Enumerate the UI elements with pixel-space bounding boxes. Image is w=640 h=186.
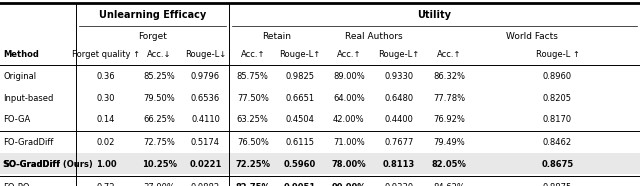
Text: Rouge-L↓: Rouge-L↓ (185, 50, 226, 59)
Text: 79.49%: 79.49% (433, 138, 465, 147)
Text: 37.00%: 37.00% (143, 183, 175, 186)
Text: 0.6480: 0.6480 (384, 94, 413, 103)
Text: Forget quality ↑: Forget quality ↑ (72, 50, 140, 59)
Text: FO-PO: FO-PO (3, 183, 29, 186)
Text: 90.00%: 90.00% (332, 183, 366, 186)
Text: 0.9825: 0.9825 (285, 72, 315, 81)
Text: 79.50%: 79.50% (143, 94, 175, 103)
Text: 77.78%: 77.78% (433, 94, 465, 103)
Text: Acc.↑: Acc.↑ (241, 50, 265, 59)
Text: Rouge-L↑: Rouge-L↑ (280, 50, 321, 59)
Text: 63.25%: 63.25% (237, 115, 269, 124)
Text: Method: Method (3, 50, 39, 59)
Text: 85.25%: 85.25% (143, 72, 175, 81)
Text: 0.14: 0.14 (97, 115, 115, 124)
Text: 66.25%: 66.25% (143, 115, 175, 124)
Text: 82.05%: 82.05% (432, 160, 467, 169)
Text: 0.8960: 0.8960 (543, 72, 572, 81)
Text: 84.62%: 84.62% (433, 183, 465, 186)
Text: Rouge-L↑: Rouge-L↑ (378, 50, 419, 59)
Text: 0.9330: 0.9330 (384, 72, 413, 81)
Text: Retain: Retain (262, 32, 291, 41)
Text: 0.0221: 0.0221 (189, 160, 221, 169)
Text: 0.8675: 0.8675 (541, 160, 573, 169)
Text: FO-GradDiff: FO-GradDiff (3, 138, 54, 147)
Text: 78.00%: 78.00% (332, 160, 366, 169)
Text: 89.00%: 89.00% (333, 72, 365, 81)
Text: Original: Original (3, 72, 36, 81)
Text: Acc.↑: Acc.↑ (337, 50, 361, 59)
Text: 10.25%: 10.25% (141, 160, 177, 169)
Text: Acc.↓: Acc.↓ (147, 50, 172, 59)
Text: 0.02: 0.02 (97, 138, 115, 147)
Text: 0.0882: 0.0882 (191, 183, 220, 186)
Text: 0.6536: 0.6536 (191, 94, 220, 103)
Text: 85.75%: 85.75% (237, 72, 269, 81)
Text: 0.36: 0.36 (97, 72, 115, 81)
FancyBboxPatch shape (0, 153, 640, 174)
Text: Acc.↑: Acc.↑ (437, 50, 461, 59)
Text: 64.00%: 64.00% (333, 94, 365, 103)
Text: Real Authors: Real Authors (345, 32, 403, 41)
Text: 0.30: 0.30 (97, 94, 115, 103)
Text: SO-GradDiff (Ours): SO-GradDiff (Ours) (3, 160, 93, 169)
Text: 0.4400: 0.4400 (384, 115, 413, 124)
Text: Rouge-L ↑: Rouge-L ↑ (536, 50, 579, 59)
Text: 76.50%: 76.50% (237, 138, 269, 147)
Text: SO-GradDiff: SO-GradDiff (3, 160, 60, 169)
Text: 0.9796: 0.9796 (191, 72, 220, 81)
Text: Utility: Utility (417, 10, 452, 20)
Text: 77.50%: 77.50% (237, 94, 269, 103)
Text: Input-based: Input-based (3, 94, 54, 103)
Text: 0.8113: 0.8113 (383, 160, 415, 169)
Text: 0.9051: 0.9051 (284, 183, 316, 186)
Text: 0.9330: 0.9330 (384, 183, 413, 186)
Text: 0.5174: 0.5174 (191, 138, 220, 147)
Text: 0.4504: 0.4504 (285, 115, 315, 124)
Text: 86.32%: 86.32% (433, 72, 465, 81)
Text: FO-GA: FO-GA (3, 115, 31, 124)
Text: 0.72: 0.72 (97, 183, 115, 186)
Text: 0.6115: 0.6115 (285, 138, 315, 147)
Text: 0.4110: 0.4110 (191, 115, 220, 124)
Text: 72.25%: 72.25% (236, 160, 270, 169)
Text: 71.00%: 71.00% (333, 138, 365, 147)
Text: 76.92%: 76.92% (433, 115, 465, 124)
Text: 82.75%: 82.75% (236, 183, 270, 186)
Text: 0.6651: 0.6651 (285, 94, 315, 103)
Text: SO-GradDiff (Ours): SO-GradDiff (Ours) (3, 160, 93, 169)
Text: 0.8170: 0.8170 (543, 115, 572, 124)
Text: 0.8205: 0.8205 (543, 94, 572, 103)
Text: 0.7677: 0.7677 (384, 138, 413, 147)
Text: Unlearning Efficacy: Unlearning Efficacy (99, 10, 206, 20)
Text: 42.00%: 42.00% (333, 115, 365, 124)
Text: 0.8875: 0.8875 (543, 183, 572, 186)
Text: 72.75%: 72.75% (143, 138, 175, 147)
Text: 0.5960: 0.5960 (284, 160, 316, 169)
Text: Forget: Forget (138, 32, 167, 41)
Text: 0.8462: 0.8462 (543, 138, 572, 147)
Text: 1.00: 1.00 (95, 160, 116, 169)
Text: World Facts: World Facts (506, 32, 558, 41)
